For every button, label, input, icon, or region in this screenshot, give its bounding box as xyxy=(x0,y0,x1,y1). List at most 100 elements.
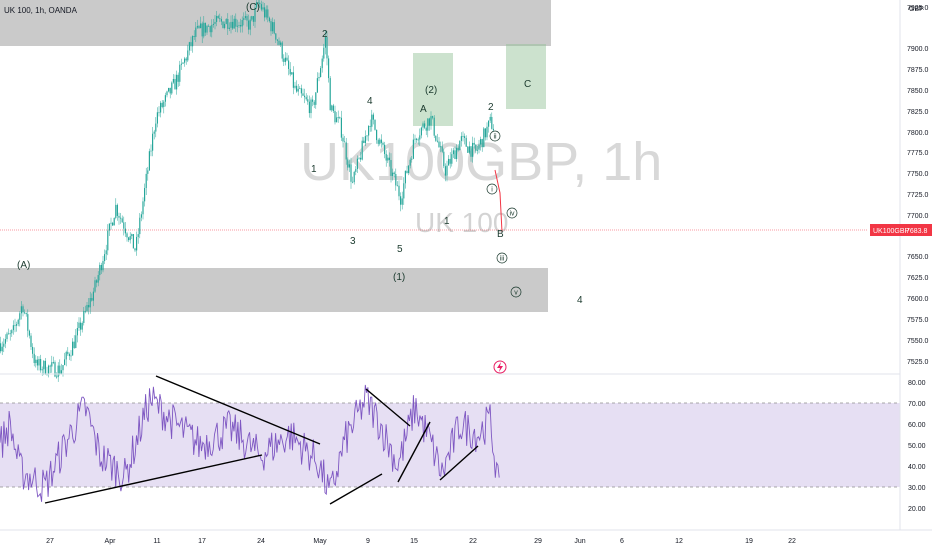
candle-body xyxy=(203,22,205,37)
candle-body xyxy=(392,172,394,176)
candle-body xyxy=(476,149,478,151)
candle-body xyxy=(336,117,338,123)
candle-body xyxy=(64,359,66,366)
candle-body xyxy=(86,305,88,311)
candle-body xyxy=(379,139,381,144)
wave-label: 1 xyxy=(444,216,450,227)
candle-body xyxy=(176,74,178,90)
candle-body xyxy=(212,23,214,25)
candle-body xyxy=(25,312,27,315)
candle-body xyxy=(294,85,296,88)
candle-body xyxy=(308,101,310,114)
candle-body xyxy=(142,201,144,215)
candle-body xyxy=(276,39,278,41)
candle-body xyxy=(438,141,440,148)
svg-text:iv: iv xyxy=(509,211,515,218)
candle-body xyxy=(177,74,179,82)
candle-body xyxy=(201,23,203,37)
candle-body xyxy=(116,204,118,216)
candle-body xyxy=(444,166,446,176)
candle-body xyxy=(91,298,93,301)
candle-body xyxy=(137,234,139,237)
candle-body xyxy=(60,370,62,374)
candle-body xyxy=(147,170,149,174)
candle-body xyxy=(296,85,298,92)
candle-body xyxy=(284,57,286,62)
candle-body xyxy=(51,362,53,367)
candle-body xyxy=(305,97,307,100)
candle-body xyxy=(1,346,3,352)
candle-body xyxy=(140,214,142,218)
rsi-tick: 30.00 xyxy=(908,485,926,492)
candle-body xyxy=(33,353,35,364)
svg-text:iii: iii xyxy=(500,256,505,263)
candle-body xyxy=(313,101,315,105)
circled-label: iii xyxy=(496,252,508,264)
time-tick: 12 xyxy=(675,538,683,545)
candle-body xyxy=(100,264,102,271)
time-tick: 9 xyxy=(366,538,370,545)
candle-body xyxy=(395,173,397,186)
candle-body xyxy=(472,142,474,157)
candle-body xyxy=(118,215,120,218)
candle-body xyxy=(371,114,373,127)
candle-body xyxy=(436,140,438,142)
candle-body xyxy=(104,254,106,262)
candle-body xyxy=(307,99,309,102)
candle-body xyxy=(57,365,59,378)
candle-body xyxy=(244,16,246,19)
candle-body xyxy=(120,217,122,219)
candle-body xyxy=(171,82,173,94)
price-tick: 7550.0 xyxy=(907,338,929,345)
candle-body xyxy=(0,343,2,352)
candle-body xyxy=(145,173,147,189)
candle-body xyxy=(43,360,45,370)
rsi-line xyxy=(0,384,500,502)
watermark-sub: UK 100 xyxy=(415,207,508,238)
candle-body xyxy=(59,365,61,374)
candle-body xyxy=(200,23,202,29)
candle-body xyxy=(4,339,6,344)
candle-body xyxy=(14,325,16,327)
wave-labels: (C) 2 4 1 3 5 (A) (2) A (1) 1 2 B C 4 xyxy=(17,2,583,306)
candle-body xyxy=(112,222,114,226)
candle-body xyxy=(163,101,165,107)
candle-body xyxy=(358,157,360,159)
candle-body xyxy=(425,127,427,131)
candle-body xyxy=(406,170,408,174)
candle-body xyxy=(219,18,221,20)
candle-body xyxy=(366,135,368,137)
candle-body xyxy=(430,116,432,126)
wave-label: 2 xyxy=(322,29,328,40)
candle-body xyxy=(459,140,461,151)
wave-label: (A) xyxy=(17,260,30,271)
candle-body xyxy=(355,169,357,172)
lightning-icon[interactable] xyxy=(493,360,507,374)
candle-body xyxy=(251,16,253,20)
candle-body xyxy=(289,68,291,75)
candle-body xyxy=(315,92,317,105)
candle-body xyxy=(424,123,426,128)
trendline-3 xyxy=(329,473,383,505)
candle-body xyxy=(260,4,262,10)
candle-body xyxy=(40,359,42,371)
candle-body xyxy=(368,126,370,136)
candle-body xyxy=(89,298,91,308)
candle-body xyxy=(387,157,389,161)
candle-body xyxy=(27,314,29,331)
wave-label: (1) xyxy=(393,272,405,283)
symbol-header: UK 100, 1h, OANDA xyxy=(4,6,77,15)
time-tick: 24 xyxy=(257,538,265,545)
candle-body xyxy=(340,117,342,138)
candle-body xyxy=(449,158,451,164)
candle-body xyxy=(329,78,331,111)
candle-body xyxy=(320,68,322,78)
candle-body xyxy=(152,133,154,151)
candle-body xyxy=(443,151,445,167)
candle-body xyxy=(374,119,376,130)
time-tick: 6 xyxy=(620,538,624,545)
candle-body xyxy=(41,369,43,371)
candle-body xyxy=(416,138,418,140)
candle-body xyxy=(400,196,402,205)
candle-body xyxy=(3,343,5,347)
